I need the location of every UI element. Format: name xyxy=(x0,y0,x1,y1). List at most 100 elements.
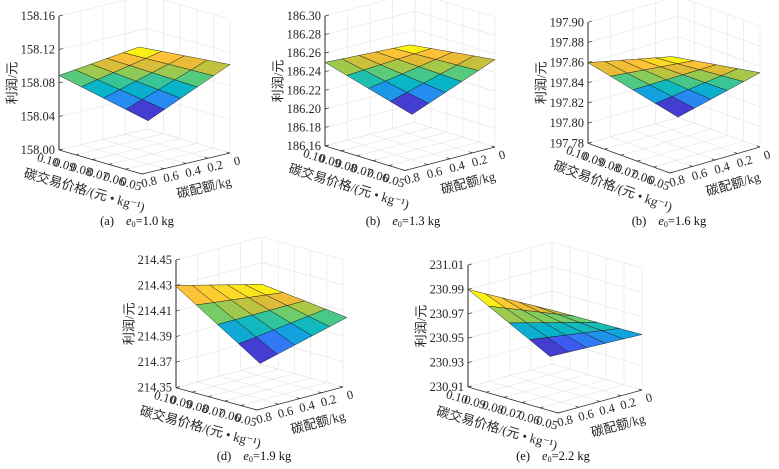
price-tick-label: 0.10 xyxy=(445,387,470,407)
price-tick-label: 0.08 xyxy=(185,397,210,416)
gridline xyxy=(261,236,344,260)
price-tick-label: 0.07 xyxy=(349,161,374,181)
z-tick-label: 230.91 xyxy=(430,380,464,394)
gridline xyxy=(192,368,279,393)
caption-variable: e xyxy=(126,214,132,228)
z-tick-label: 197.78 xyxy=(550,136,584,150)
price-tick-label: 0.07 xyxy=(614,161,639,182)
gridline xyxy=(163,0,231,20)
z-tick-mark xyxy=(175,309,180,312)
caption-value: =1.6 kg xyxy=(668,214,707,228)
price-tick-label: 0.05 xyxy=(535,413,560,433)
caption-label: (a) xyxy=(100,214,114,228)
quota-tick-label: 0.4 xyxy=(598,400,617,418)
z-tick-mark xyxy=(324,88,329,91)
z-tick-mark xyxy=(467,336,472,339)
z-tick-mark xyxy=(175,360,180,363)
panel-a: 158.00158.04158.08158.12158.160.100.090.… xyxy=(5,0,242,229)
gridline xyxy=(324,122,416,147)
z-tick-label: 186.28 xyxy=(287,28,321,42)
gridline xyxy=(261,262,344,286)
labels: 197.78 197.80 197.82 197.84 197.86 197.88 197.… xyxy=(534,15,772,214)
z-tick-label: 231.01 xyxy=(430,258,464,272)
gridline xyxy=(75,133,164,156)
price-tick-label: 0.06 xyxy=(217,406,242,425)
gridline xyxy=(80,144,165,170)
quota-tick-mark xyxy=(296,397,301,399)
gridline xyxy=(372,136,464,161)
price-tick-mark xyxy=(669,171,674,174)
quota-axis-title: 碳配额/kg xyxy=(175,174,233,202)
price-tick-mark xyxy=(539,406,544,409)
axes xyxy=(324,14,496,171)
z-axis-title: 利润/元 xyxy=(414,305,429,348)
price-tick-label: 0.10 xyxy=(153,388,178,407)
price-tick-mark xyxy=(108,163,113,165)
surface xyxy=(174,284,348,364)
quota-tick-label: 0.8 xyxy=(403,170,422,187)
price-tick-mark xyxy=(356,154,361,157)
gridline xyxy=(208,373,295,397)
gridline xyxy=(108,143,197,165)
caption-label: (b) xyxy=(632,214,647,228)
quota-tick-mark xyxy=(617,394,622,397)
z-tick-label: 186.30 xyxy=(287,9,321,23)
gridline xyxy=(146,28,231,53)
caption-subscript: 0 xyxy=(398,220,402,229)
quota-tick-mark xyxy=(138,172,143,175)
surface-cell xyxy=(655,96,695,118)
panel-e: 230.91 230.93 230.95 230.97 230.99 231.01 0.10… xyxy=(414,241,654,464)
price-tick-mark xyxy=(604,147,608,150)
gridline xyxy=(677,117,761,148)
quota-tick-label: 0.2 xyxy=(735,153,754,171)
quota-tick-mark xyxy=(226,151,231,154)
price-axis-line xyxy=(587,142,671,174)
quota-tick-label: 0.8 xyxy=(668,172,687,190)
gridline xyxy=(677,16,761,47)
gridline xyxy=(58,128,148,151)
price-tick-label: 0.09 xyxy=(463,392,488,412)
z-tick-mark xyxy=(587,121,592,124)
quota-tick-label: 0 xyxy=(497,147,507,162)
z-tick-mark xyxy=(58,14,63,17)
caption-label: (d) xyxy=(217,449,232,463)
surface xyxy=(324,44,496,115)
gridline xyxy=(551,290,643,318)
axes xyxy=(587,20,761,174)
price-tick-mark xyxy=(92,158,96,160)
gridline xyxy=(414,29,496,55)
z-tick-mark xyxy=(58,48,63,50)
price-tick-mark xyxy=(125,168,129,170)
labels: 186.16 186.18 186.20 186.22 186.24 186.26 186.… xyxy=(271,9,507,212)
gridline xyxy=(92,138,181,160)
gridline xyxy=(620,128,711,156)
caption-value: =2.2 kg xyxy=(552,449,591,463)
z-tick-label: 158.08 xyxy=(21,76,55,90)
z-tick-mark xyxy=(324,51,329,54)
quota-tick-mark xyxy=(204,156,209,159)
price-axis-line xyxy=(58,149,143,175)
price-tick-mark xyxy=(340,149,345,152)
caption-label: (e) xyxy=(516,449,530,463)
quota-tick-mark xyxy=(575,405,580,408)
z-tick-label: 197.84 xyxy=(550,76,585,90)
caption-value: =1.3 kg xyxy=(402,214,441,228)
quota-tick-label: 0.2 xyxy=(619,395,638,413)
gridline xyxy=(551,363,643,391)
z-tick-mark xyxy=(324,33,329,35)
z-tick-label: 186.26 xyxy=(287,46,321,60)
z-tick-label: 197.82 xyxy=(550,96,584,110)
gridline xyxy=(587,117,679,144)
z-tick-label: 214.37 xyxy=(138,355,172,369)
caption-variable: e xyxy=(658,214,664,228)
gridline xyxy=(551,241,643,269)
gridline xyxy=(124,133,209,159)
price-tick-label: 0.07 xyxy=(499,403,524,423)
price-tick-label: 0.06 xyxy=(365,166,390,186)
z-tick-mark xyxy=(175,258,180,261)
quota-tick-label: 0 xyxy=(762,147,772,162)
z-tick-label: 197.80 xyxy=(550,116,584,130)
quota-tick-label: 0.4 xyxy=(298,398,317,416)
caption-subscript: 0 xyxy=(132,220,136,229)
price-tick-label: 0.08 xyxy=(597,155,622,176)
